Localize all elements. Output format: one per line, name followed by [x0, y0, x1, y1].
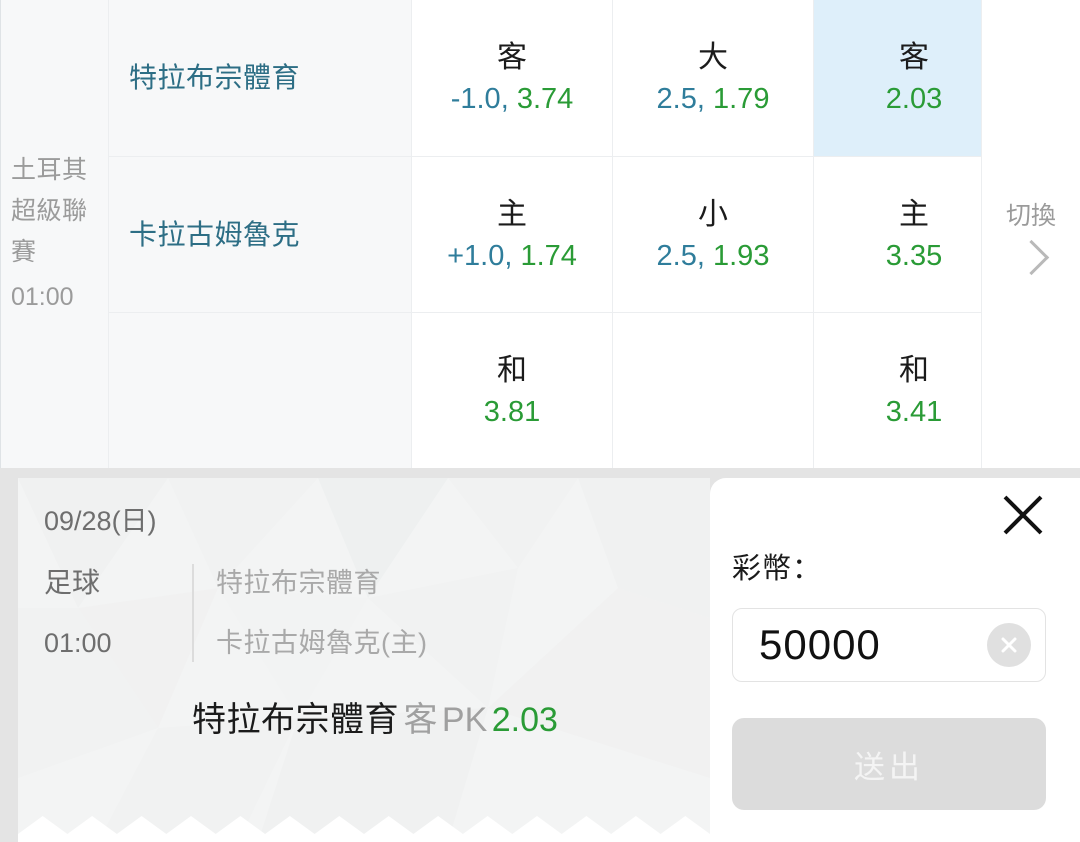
pick-label: 小	[698, 197, 728, 231]
odds-cell-draw-1x2[interactable]: 和 3.41	[813, 313, 1014, 468]
ticket-bet-line: 特拉布宗體育 客 PK 2.03	[44, 692, 710, 741]
odds-price: 3.35	[885, 239, 943, 272]
pick-values: 2.03	[886, 79, 942, 119]
stake-panel: 彩幣： 送出	[710, 478, 1080, 842]
bet-team: 特拉布宗體育	[192, 701, 399, 739]
value-separator: ,	[696, 83, 713, 115]
ticket-date: 09/28(日)	[44, 506, 157, 536]
team-cell-empty	[108, 313, 411, 468]
ticket-meta: 足球 01:00 特拉布宗體育 卡拉古姆魯克(主)	[44, 564, 710, 662]
pick-label: 和	[497, 353, 527, 387]
odds-cell-empty	[612, 313, 813, 468]
league-name: 土耳其超級聯賽	[11, 156, 88, 266]
close-icon	[1003, 495, 1043, 535]
pick-values: -1.0, 3.74	[451, 79, 574, 119]
submit-button[interactable]: 送出	[732, 718, 1046, 810]
ticket-time: 01:00	[44, 628, 112, 658]
handicap-value: -1.0	[450, 83, 501, 115]
team-name: 特拉布宗體育	[129, 62, 301, 93]
value-separator: ,	[696, 239, 713, 272]
odds-price: 1.79	[713, 83, 770, 115]
pick-label: 大	[698, 41, 728, 74]
odds-cell-totals[interactable]: 小 2.5, 1.93	[612, 157, 813, 312]
odds-cell-1x2-selected[interactable]: 客 2.03	[813, 0, 1014, 156]
league-kickoff-time: 01:00	[11, 283, 74, 311]
ticket-sport-time: 足球 01:00	[44, 564, 192, 662]
odds-price: 2.03	[885, 83, 943, 115]
switch-market-button[interactable]: 切換	[981, 0, 1080, 468]
handicap-value: 2.5	[656, 239, 697, 272]
table-row: 卡拉古姆魯克 主 +1.0, 1.74 小 2.5, 1.93 主 3.35	[108, 156, 1014, 312]
odds-price: 1.93	[713, 239, 770, 272]
odds-grid: 特拉布宗體育 客 -1.0, 3.74 大 2.5, 1.79 客 2.03	[108, 0, 1014, 468]
table-row: 特拉布宗體育 客 -1.0, 3.74 大 2.5, 1.79 客 2.03	[108, 0, 1014, 156]
pick-values: 3.41	[886, 392, 942, 432]
chevron-right-icon	[1013, 239, 1049, 275]
team-name: 卡拉古姆魯克	[129, 218, 301, 250]
ticket-sport: 足球	[44, 567, 101, 598]
odds-price: 3.74	[516, 83, 574, 115]
pick-values: 2.5, 1.93	[657, 236, 770, 276]
ticket-team-home: 卡拉古姆魯克(主)	[216, 628, 428, 658]
stake-content: 彩幣： 送出	[710, 478, 1080, 810]
bet-ticket: 09/28(日) 足球 01:00 特拉布宗體育 卡拉古姆魯克(主) 特拉布宗體…	[18, 478, 710, 842]
value-separator: ,	[500, 83, 517, 115]
ticket-perforated-edge	[18, 816, 710, 842]
odds-price: 1.74	[520, 239, 577, 272]
stake-field[interactable]	[732, 608, 1080, 682]
odds-board: 土耳其超級聯賽 01:00 特拉布宗體育 客 -1.0, 3.74 大 2.5,…	[0, 0, 1080, 468]
odds-cell-handicap[interactable]: 客 -1.0, 3.74	[411, 0, 612, 156]
bet-odds: 2.03	[491, 701, 558, 739]
ticket-content: 09/28(日) 足球 01:00 特拉布宗體育 卡拉古姆魯克(主) 特拉布宗體…	[18, 478, 710, 741]
pick-label: 客	[899, 41, 929, 74]
pick-label: 主	[899, 197, 929, 231]
pick-label: 客	[497, 41, 527, 74]
odds-cell-draw-handicap[interactable]: 和 3.81	[411, 313, 612, 468]
ticket-team-away: 特拉布宗體育	[216, 568, 381, 598]
bet-side: 客	[403, 701, 438, 739]
ticket-teams: 特拉布宗體育 卡拉古姆魯克(主)	[192, 564, 427, 662]
odds-cell-handicap[interactable]: 主 +1.0, 1.74	[411, 157, 612, 312]
pick-values: 3.35	[886, 236, 942, 276]
handicap-value: +1.0	[447, 239, 505, 272]
odds-cell-1x2[interactable]: 主 3.35	[813, 157, 1014, 312]
bet-market: PK	[441, 701, 488, 739]
table-row: 和 3.81 和 3.41	[108, 312, 1014, 468]
switch-label: 切換	[1005, 201, 1056, 230]
league-column: 土耳其超級聯賽 01:00	[0, 0, 108, 468]
stake-label: 彩幣：	[732, 553, 823, 585]
pick-values: 2.5, 1.79	[657, 79, 770, 119]
clear-stake-button[interactable]	[987, 623, 1031, 667]
pick-values: +1.0, 1.74	[447, 236, 577, 276]
odds-price: 3.41	[885, 395, 943, 428]
pick-label: 和	[899, 353, 929, 387]
value-separator: ,	[504, 239, 521, 272]
pick-label: 主	[497, 197, 527, 231]
close-button[interactable]	[990, 482, 1056, 548]
team-cell-home[interactable]: 卡拉古姆魯克	[108, 157, 411, 312]
clear-circle-icon	[1001, 637, 1017, 653]
odds-price: 3.81	[483, 395, 541, 428]
odds-cell-totals[interactable]: 大 2.5, 1.79	[612, 0, 813, 156]
team-cell-away[interactable]: 特拉布宗體育	[108, 0, 411, 156]
pick-values: 3.81	[484, 392, 540, 432]
handicap-value: 2.5	[656, 83, 697, 115]
